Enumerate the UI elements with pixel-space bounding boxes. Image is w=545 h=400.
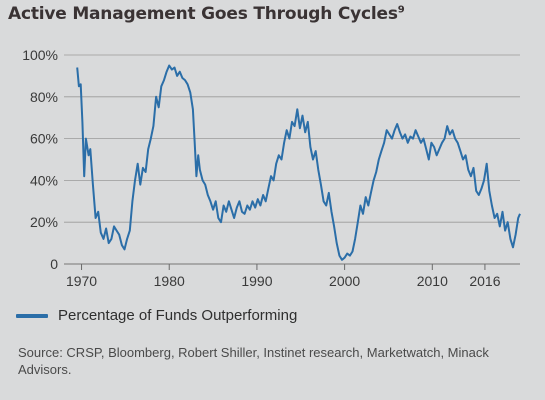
y-tick-label-100: 100%	[22, 47, 58, 63]
y-tick-label-40: 40%	[30, 172, 58, 188]
y-tick-label-0: 0	[50, 256, 58, 272]
y-tick-label-60: 60%	[30, 131, 58, 147]
chart-legend: Percentage of Funds Outperforming	[16, 307, 297, 324]
series-lines	[76, 64, 521, 261]
title-footnote: 9	[397, 4, 405, 16]
x-tick-label-2010: 2010	[417, 273, 448, 289]
series-line-0	[76, 64, 521, 261]
source-note: Source: CRSP, Bloomberg, Robert Shiller,…	[18, 345, 489, 377]
y-axis-tick-labels: 0 20% 40% 60% 80% 100%	[22, 47, 58, 272]
y-tick-label-80: 80%	[30, 89, 58, 105]
chart-title: Active Management Goes Through Cycles9	[8, 4, 405, 24]
x-tick-label-1970: 1970	[66, 273, 97, 289]
x-tick-label-2000: 2000	[329, 273, 360, 289]
y-tick-label-20: 20%	[30, 214, 58, 230]
legend-swatch	[16, 313, 48, 318]
x-tick-label-1980: 1980	[154, 273, 185, 289]
chart-title-text: Active Management Goes Through Cycles	[8, 4, 398, 24]
x-axis-tick-labels: 1970 1980 1990 2000 2010 2016	[66, 273, 501, 289]
x-tick-label-2016: 2016	[469, 273, 500, 289]
chart-area: 0 20% 40% 60% 80% 100% 1970 1980 1990 2000 2010 20…	[22, 47, 521, 289]
x-tick-label-1990: 1990	[241, 273, 272, 289]
x-axis-ticks	[81, 264, 486, 270]
legend-label: Percentage of Funds Outperforming	[58, 307, 298, 324]
gridlines	[64, 54, 520, 265]
